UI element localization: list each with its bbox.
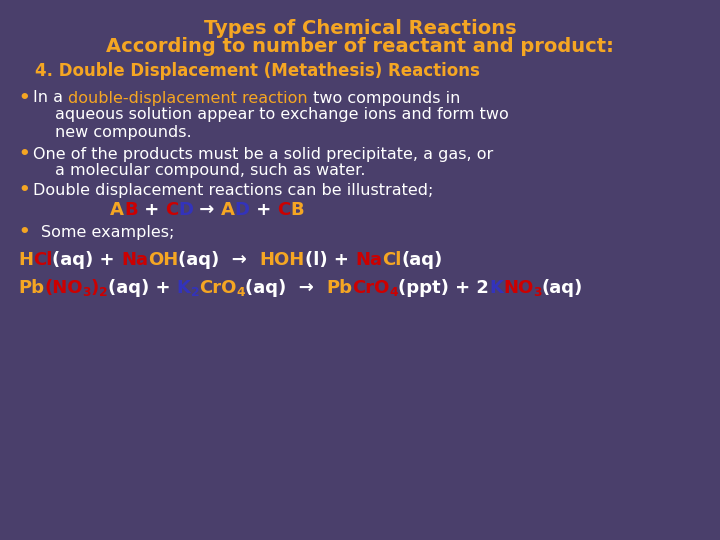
Text: Na: Na (355, 251, 382, 269)
Text: Cl: Cl (33, 251, 53, 269)
Text: new compounds.: new compounds. (55, 125, 192, 139)
Text: 4: 4 (390, 286, 398, 299)
Text: B: B (290, 201, 304, 219)
Text: (aq)  →: (aq) → (179, 251, 260, 269)
Text: •: • (18, 89, 30, 107)
Text: (aq) +: (aq) + (108, 279, 176, 297)
Text: •: • (18, 145, 30, 163)
Text: D: D (179, 201, 193, 219)
Text: Cl: Cl (382, 251, 402, 269)
Text: (aq): (aq) (541, 279, 583, 297)
Text: Pb: Pb (18, 279, 44, 297)
Text: A: A (110, 201, 124, 219)
Text: One of the products must be a solid precipitate, a gas, or: One of the products must be a solid prec… (33, 146, 493, 161)
Text: H: H (18, 251, 33, 269)
Text: Pb: Pb (326, 279, 352, 297)
Text: a molecular compound, such as water.: a molecular compound, such as water. (55, 164, 366, 179)
Text: 2: 2 (99, 286, 108, 299)
Text: OH: OH (148, 251, 179, 269)
Text: A: A (221, 201, 235, 219)
Text: +: + (138, 201, 165, 219)
Text: •: • (18, 181, 30, 199)
Text: (l) +: (l) + (305, 251, 355, 269)
Text: 3: 3 (83, 286, 91, 299)
Text: 2: 2 (191, 286, 199, 299)
Text: D: D (235, 201, 250, 219)
Text: 4. Double Displacement (Metathesis) Reactions: 4. Double Displacement (Metathesis) Reac… (35, 62, 480, 80)
Text: aqueous solution appear to exchange ions and form two: aqueous solution appear to exchange ions… (55, 107, 509, 123)
Text: double-displacement reaction: double-displacement reaction (68, 91, 307, 105)
Text: (ppt) + 2: (ppt) + 2 (398, 279, 489, 297)
Text: (aq): (aq) (402, 251, 443, 269)
Text: (aq) +: (aq) + (53, 251, 121, 269)
Text: C: C (277, 201, 290, 219)
Text: K: K (176, 279, 191, 297)
Text: 4: 4 (236, 286, 245, 299)
Text: According to number of reactant and product:: According to number of reactant and prod… (106, 37, 614, 57)
Text: •: • (18, 223, 30, 241)
Text: B: B (124, 201, 138, 219)
Text: two compounds in: two compounds in (307, 91, 460, 105)
Text: Double displacement reactions can be illustrated;: Double displacement reactions can be ill… (33, 183, 433, 198)
Text: →: → (193, 201, 221, 219)
Text: Types of Chemical Reactions: Types of Chemical Reactions (204, 18, 516, 37)
Text: NO: NO (503, 279, 534, 297)
Text: (NO: (NO (44, 279, 83, 297)
Text: K: K (489, 279, 503, 297)
Text: CrO: CrO (199, 279, 236, 297)
Text: HOH: HOH (260, 251, 305, 269)
Text: C: C (165, 201, 179, 219)
Text: CrO: CrO (352, 279, 390, 297)
Text: 3: 3 (534, 286, 541, 299)
Text: In a: In a (33, 91, 68, 105)
Text: Na: Na (121, 251, 148, 269)
Text: (aq)  →: (aq) → (245, 279, 326, 297)
Text: ): ) (91, 279, 99, 297)
Text: Some examples;: Some examples; (41, 225, 174, 240)
Text: +: + (250, 201, 277, 219)
